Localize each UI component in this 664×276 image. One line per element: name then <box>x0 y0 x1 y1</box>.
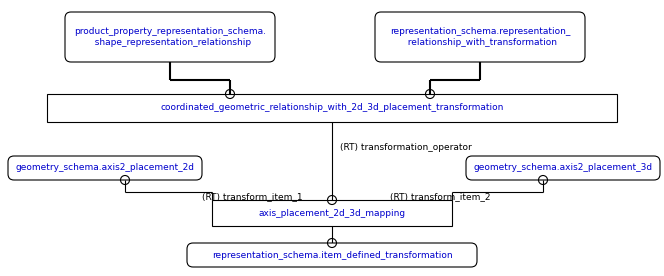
Text: representation_schema.representation_
  relationship_with_transformation: representation_schema.representation_ re… <box>390 27 570 47</box>
FancyBboxPatch shape <box>466 156 660 180</box>
Text: coordinated_geometric_relationship_with_2d_3d_placement_transformation: coordinated_geometric_relationship_with_… <box>160 104 504 113</box>
Text: (RT) transform_item_1: (RT) transform_item_1 <box>202 192 303 201</box>
Text: (RT) transform_item_2: (RT) transform_item_2 <box>390 192 491 201</box>
FancyBboxPatch shape <box>375 12 585 62</box>
Text: (RT) transformation_operator: (RT) transformation_operator <box>340 144 471 153</box>
FancyBboxPatch shape <box>8 156 202 180</box>
Text: representation_schema.item_defined_transformation: representation_schema.item_defined_trans… <box>212 251 452 259</box>
Text: product_property_representation_schema.
  shape_representation_relationship: product_property_representation_schema. … <box>74 27 266 47</box>
Bar <box>47 94 617 122</box>
Text: axis_placement_2d_3d_mapping: axis_placement_2d_3d_mapping <box>258 208 406 217</box>
Bar <box>212 200 452 226</box>
FancyBboxPatch shape <box>187 243 477 267</box>
FancyBboxPatch shape <box>65 12 275 62</box>
Text: geometry_schema.axis2_placement_2d: geometry_schema.axis2_placement_2d <box>15 163 195 172</box>
Text: geometry_schema.axis2_placement_3d: geometry_schema.axis2_placement_3d <box>473 163 653 172</box>
